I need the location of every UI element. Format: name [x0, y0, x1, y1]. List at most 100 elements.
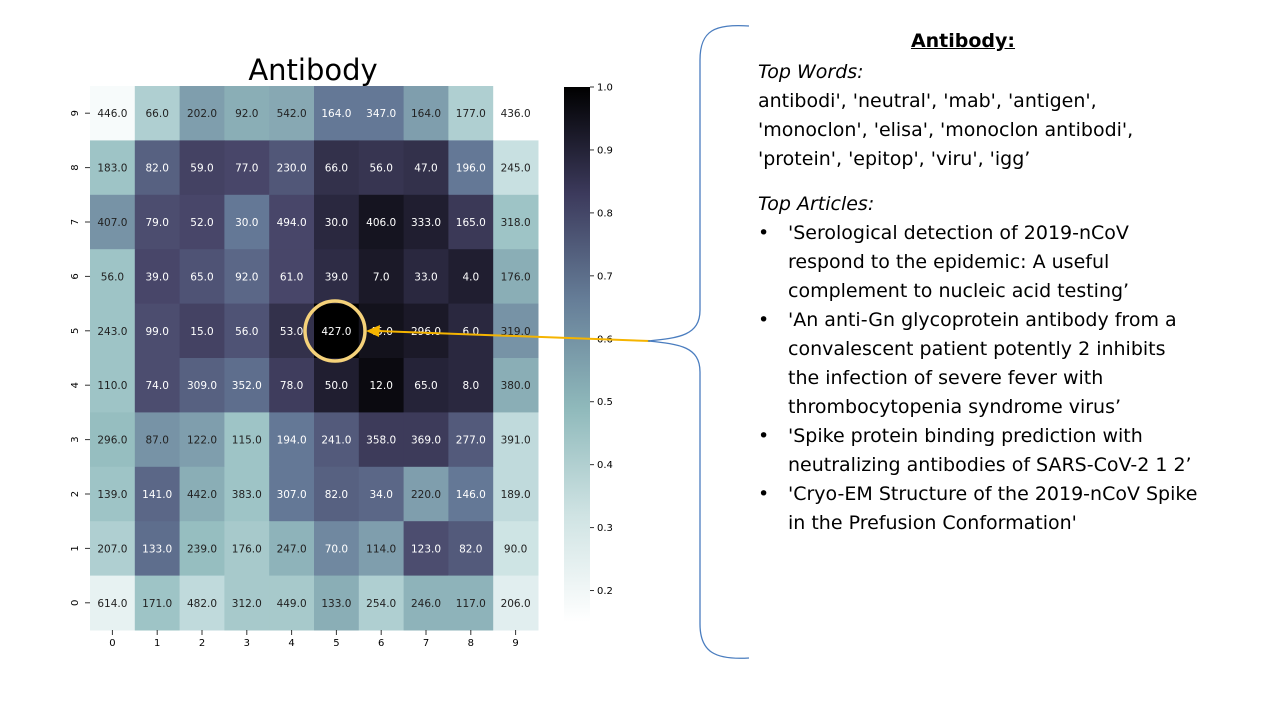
heatmap-cell [358, 194, 405, 250]
heatmap-cell [179, 140, 225, 196]
cell-value-label: 6.0 [462, 326, 479, 338]
cell-value-label: 406.0 [366, 217, 396, 229]
heatmap-cell [179, 466, 225, 522]
heatmap-cell [448, 466, 494, 522]
x-tick-label: 7 [423, 638, 429, 649]
cell-value-label: 52.0 [190, 217, 213, 229]
cell-value-label: 165.0 [456, 217, 486, 229]
y-tick-label: 4 [70, 382, 81, 388]
heatmap-cell [358, 140, 405, 196]
y-tick-label: 5 [70, 328, 81, 334]
heatmap-cell [448, 575, 494, 631]
cell-value-label: 427.0 [321, 326, 351, 338]
heatmap-cell [134, 86, 181, 141]
x-tick-label: 9 [512, 638, 518, 649]
heatmap-cell [90, 303, 136, 359]
heatmap-cell [90, 575, 136, 631]
bullet-icon: • [758, 483, 770, 505]
heatmap-cell [314, 412, 360, 468]
heatmap-cell [314, 194, 360, 250]
heatmap-cell [448, 303, 494, 359]
heatmap-cell [224, 521, 270, 577]
cell-value-label: 177.0 [456, 108, 486, 120]
heatmap-cell [358, 466, 405, 522]
colorbar-tick-label: 1.0 [597, 83, 613, 94]
cell-value-label: 30.0 [235, 217, 258, 229]
heatmap-cell [493, 303, 539, 359]
heatmap-cell [493, 521, 539, 577]
cell-value-label: 53.0 [280, 326, 303, 338]
heatmap-cell [493, 412, 539, 468]
heatmap-cell [224, 249, 270, 305]
heatmap-cell [269, 412, 315, 468]
heatmap-cell [314, 86, 360, 141]
cell-value-label: 383.0 [232, 489, 262, 501]
heatmap-cell [403, 466, 449, 522]
heatmap-cell [134, 140, 181, 196]
y-tick-label: 3 [70, 436, 81, 442]
heatmap-cell [493, 86, 539, 141]
heatmap-cell [179, 358, 225, 413]
heatmap-cell [403, 249, 449, 305]
cell-value-label: 312.0 [232, 598, 262, 610]
cell-value-label: 70.0 [325, 543, 348, 555]
y-tick-label: 2 [70, 491, 81, 497]
heatmap-cell [448, 140, 494, 196]
x-tick-label: 6 [378, 638, 384, 649]
colorbar-tick-label: 0.3 [597, 523, 613, 534]
cell-value-label: 133.0 [321, 598, 351, 610]
article-title: 'An anti-Gn glycoprotein antibody from a… [788, 309, 1177, 418]
heatmap-cell [448, 358, 494, 413]
heatmap-cell [134, 466, 181, 522]
cell-value-label: 66.0 [325, 163, 348, 175]
cell-value-label: 56.0 [235, 326, 258, 338]
x-tick-label: 3 [244, 638, 250, 649]
cell-value-label: 183.0 [97, 163, 127, 175]
bullet-icon: • [758, 222, 770, 244]
heatmap-cell [403, 575, 449, 631]
cell-value-label: 141.0 [142, 489, 172, 501]
heatmap-cell [224, 575, 270, 631]
cell-value-label: 146.0 [456, 489, 486, 501]
article-title: 'Serological detection of 2019-nCoV resp… [788, 222, 1130, 302]
cell-value-label: 139.0 [97, 489, 127, 501]
cell-value-label: 449.0 [277, 598, 307, 610]
cell-value-label: 122.0 [187, 435, 217, 447]
cell-value-label: 110.0 [97, 380, 127, 392]
heatmap-cell [448, 194, 494, 250]
cell-value-label: 82.0 [459, 543, 482, 555]
topic-panel: Antibody: Top Words: antibodi', 'neutral… [758, 30, 1198, 538]
cell-value-label: 56.0 [370, 163, 393, 175]
heatmap-cell [179, 575, 225, 631]
cell-value-label: 164.0 [411, 108, 441, 120]
cell-value-label: 230.0 [277, 163, 307, 175]
x-tick-label: 1 [154, 638, 160, 649]
cell-value-label: 202.0 [187, 108, 217, 120]
cell-value-label: 307.0 [277, 489, 307, 501]
cell-value-label: 196.0 [456, 163, 486, 175]
list-item: • 'Serological detection of 2019-nCoV res… [758, 219, 1198, 306]
heatmap-cell [493, 575, 539, 631]
cell-value-label: 482.0 [187, 598, 217, 610]
cell-value-label: 114.0 [366, 543, 396, 555]
cell-value-label: 79.0 [146, 217, 169, 229]
cell-value-label: 446.0 [97, 108, 127, 120]
heatmap-cell [358, 521, 405, 577]
colorbar-tick-label: 0.5 [597, 397, 613, 408]
heatmap-cell [90, 466, 136, 522]
cell-value-label: 65.0 [414, 380, 437, 392]
cell-value-label: 309.0 [187, 380, 217, 392]
heatmap-cell [358, 412, 405, 468]
heatmap-cell [134, 412, 181, 468]
cell-value-label: 123.0 [411, 543, 441, 555]
heatmap-cell [448, 412, 494, 468]
cell-value-label: 59.0 [190, 163, 213, 175]
cell-value-label: 90.0 [504, 543, 527, 555]
cell-value-label: 206.0 [501, 598, 531, 610]
cell-value-label: 77.0 [235, 163, 258, 175]
y-tick-label: 9 [70, 110, 81, 116]
heatmap-cell [90, 358, 136, 413]
heatmap-cell [269, 194, 315, 250]
cell-value-label: 442.0 [187, 489, 217, 501]
cell-value-label: 380.0 [501, 380, 531, 392]
